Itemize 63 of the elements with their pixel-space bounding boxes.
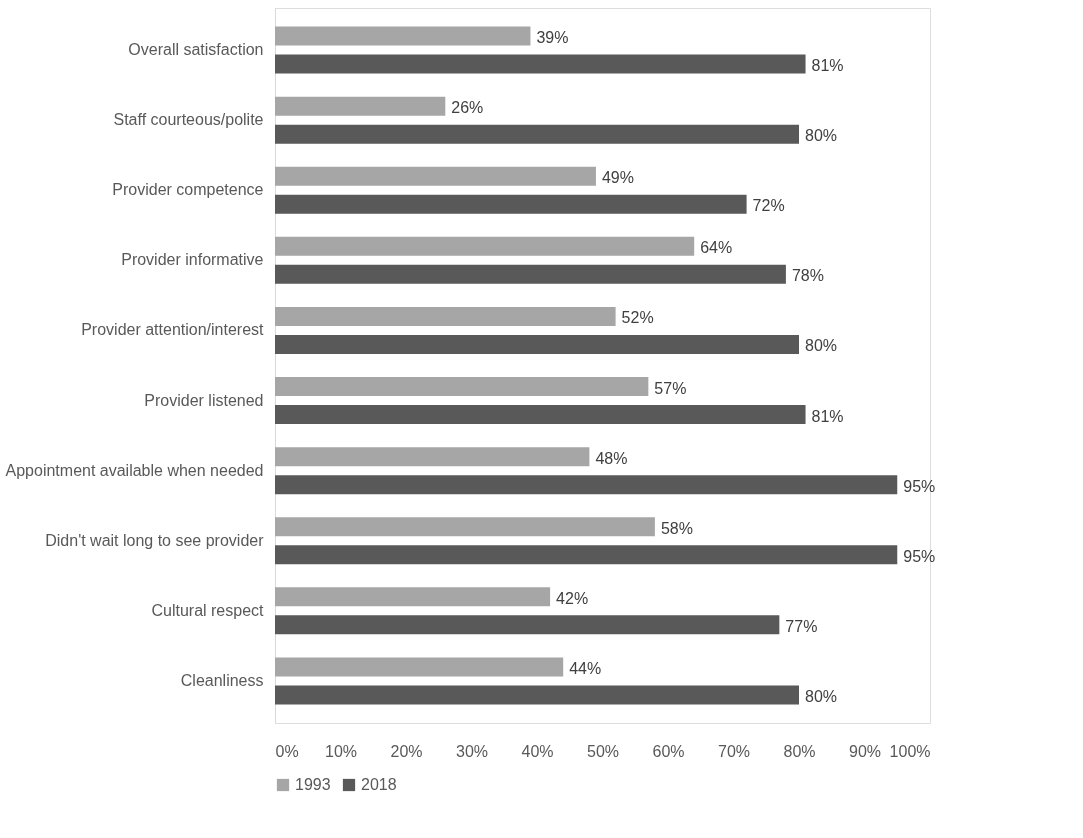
bar	[275, 545, 898, 565]
y-tick-label: Provider competence	[112, 181, 264, 199]
data-label: 26%	[451, 99, 484, 117]
bar	[275, 685, 799, 705]
data-label: 39%	[536, 29, 569, 47]
bar	[275, 264, 786, 284]
bar	[275, 405, 806, 425]
data-label: 95%	[903, 477, 936, 495]
bar	[275, 54, 806, 74]
bar	[275, 587, 551, 607]
bar	[275, 334, 799, 354]
data-label: 42%	[556, 589, 589, 607]
data-label: 77%	[785, 617, 818, 635]
legend-label: 2018	[361, 776, 397, 793]
x-tick-label: 50%	[586, 742, 620, 760]
bar	[275, 615, 780, 635]
bar	[275, 306, 616, 326]
x-tick-label: 70%	[717, 742, 751, 760]
bar	[275, 447, 590, 467]
bar	[275, 236, 695, 256]
y-tick-label: Didn't wait long to see provider	[45, 531, 265, 549]
y-tick-label: Provider listened	[144, 391, 264, 409]
x-tick-label: 20%	[390, 742, 423, 760]
data-label: 95%	[903, 547, 936, 565]
x-tick-label: 0%	[275, 742, 299, 760]
x-tick-label: 80%	[783, 742, 816, 760]
x-tick-label: 90%	[848, 742, 882, 760]
x-tick-label: 40%	[521, 742, 554, 760]
bar	[275, 166, 596, 186]
y-tick-label: Provider informative	[121, 251, 264, 269]
bar	[275, 26, 531, 46]
data-label: 49%	[601, 169, 634, 187]
bar	[275, 657, 564, 677]
data-label: 72%	[752, 197, 785, 215]
data-label: 52%	[621, 309, 654, 327]
bar	[275, 517, 655, 537]
bar	[275, 96, 446, 116]
x-tick-label: 60%	[652, 742, 685, 760]
bar	[275, 475, 898, 495]
data-label: 58%	[660, 519, 693, 537]
y-tick-label: Overall satisfaction	[128, 41, 264, 59]
data-label: 64%	[700, 239, 733, 257]
data-label: 80%	[805, 687, 838, 705]
y-tick-label: Cultural respect	[151, 601, 265, 619]
x-tick-label: 30%	[455, 742, 489, 760]
legend-label: 1993	[295, 776, 331, 793]
data-label: 81%	[811, 407, 844, 425]
y-tick-label: Staff courteous/polite	[113, 111, 264, 129]
data-label: 80%	[805, 127, 838, 145]
y-tick-label: Appointment available when needed	[5, 461, 264, 479]
data-label: 81%	[811, 57, 844, 75]
data-label: 80%	[805, 337, 838, 355]
y-tick-label: Cleanliness	[180, 671, 264, 689]
y-tick-label: Provider attention/interest	[81, 321, 265, 339]
data-label: 78%	[791, 267, 824, 285]
bar	[275, 124, 799, 144]
data-label: 57%	[654, 379, 687, 397]
x-tick-label: 100%	[889, 742, 931, 760]
x-tick-label: 10%	[324, 742, 358, 760]
data-label: 48%	[595, 449, 628, 467]
bar	[275, 377, 649, 397]
data-label: 44%	[569, 659, 602, 677]
bar	[275, 194, 747, 214]
